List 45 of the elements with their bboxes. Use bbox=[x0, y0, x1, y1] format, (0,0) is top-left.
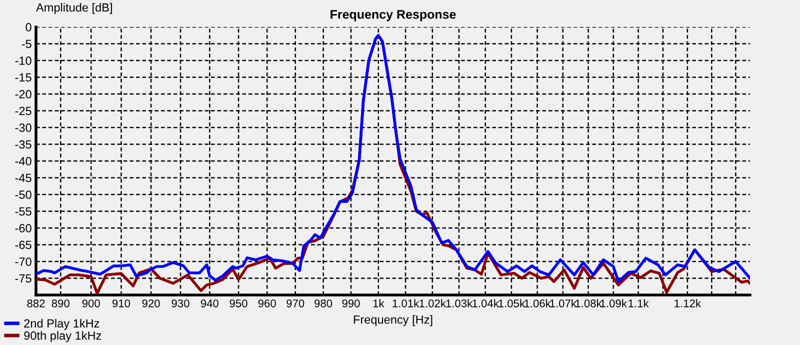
x-tick-label: 1.12k bbox=[674, 299, 702, 308]
y-tick-label: -45 bbox=[15, 174, 32, 182]
x-tick-label: 1.07k bbox=[550, 299, 576, 308]
x-tick-label: 980 bbox=[314, 299, 332, 308]
x-tick-label: 950 bbox=[230, 299, 248, 308]
y-tick-label: -10 bbox=[15, 56, 32, 65]
y-tick-label: -50 bbox=[15, 190, 32, 199]
y-tick-label: -60 bbox=[15, 224, 32, 232]
y-tick-label: -65 bbox=[15, 240, 32, 250]
x-tick-label: 900 bbox=[82, 299, 100, 308]
y-axis-title: Amplitude [dB] bbox=[36, 3, 112, 14]
x-tick-label: 910 bbox=[112, 299, 130, 308]
x-tick-label: 890 bbox=[52, 299, 70, 308]
y-tick-label: -5 bbox=[22, 40, 32, 48]
y-tick-label: -75 bbox=[15, 274, 32, 283]
x-tick-label: 1k bbox=[373, 299, 384, 308]
x-tick-label: 990 bbox=[342, 299, 360, 308]
x-tick-label: 1.06k bbox=[524, 299, 551, 308]
x-tick-label: 1.02k bbox=[420, 299, 446, 308]
x-tick-label: 1.04k bbox=[472, 299, 499, 308]
x-tick-label: 1.08k bbox=[576, 299, 602, 308]
x-axis-title: Frequency [Hz] bbox=[354, 315, 432, 326]
x-tick-label: 1.1k bbox=[628, 299, 649, 308]
y-tick-label: -70 bbox=[15, 258, 32, 266]
x-tick-label: 1.05k bbox=[498, 299, 526, 308]
y-tick-label: -15 bbox=[15, 73, 32, 82]
y-tick-label: -40 bbox=[15, 157, 32, 166]
legend-label: 2nd Play 1kHz bbox=[24, 318, 100, 330]
y-tick-label: 0 bbox=[26, 23, 32, 32]
x-tick-label: 970 bbox=[286, 299, 304, 308]
x-tick-label: 930 bbox=[172, 299, 190, 308]
y-tick-label: -25 bbox=[15, 106, 32, 116]
y-tick-label: -55 bbox=[15, 207, 32, 216]
x-tick-label: 1.01k bbox=[392, 299, 420, 308]
x-tick-label: 940 bbox=[200, 299, 218, 308]
y-tick-label: -35 bbox=[15, 140, 32, 149]
x-tick-label: 1.09k bbox=[600, 299, 627, 308]
x-tick-label: 882 bbox=[27, 299, 45, 308]
y-tick-label: -20 bbox=[15, 90, 32, 98]
chart-title: Frequency Response bbox=[330, 10, 456, 22]
x-tick-label: 920 bbox=[142, 299, 160, 308]
x-tick-label: 960 bbox=[258, 299, 276, 308]
y-tick-label: -30 bbox=[15, 124, 32, 132]
x-tick-label: 1.03k bbox=[446, 299, 473, 308]
legend-label: 90th play 1kHz bbox=[24, 331, 102, 342]
